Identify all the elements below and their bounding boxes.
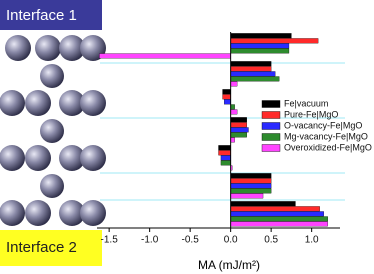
bar <box>230 173 272 179</box>
bar <box>230 109 238 115</box>
bar <box>230 221 328 227</box>
bar <box>230 76 280 82</box>
bar <box>230 137 235 143</box>
bar <box>224 99 231 105</box>
x-tick-label: -1.0 <box>141 235 159 246</box>
legend-label: O-vacancy-Fe|MgO <box>284 120 362 130</box>
bar <box>230 104 235 110</box>
bar <box>230 132 247 138</box>
legend-swatch <box>261 133 281 141</box>
bar <box>230 66 272 72</box>
legend-swatch <box>261 144 281 152</box>
panel-label: Interface 2 <box>6 239 77 256</box>
legend-swatch <box>261 122 281 130</box>
legend-label: Fe|vacuum <box>284 98 328 108</box>
legend-swatch <box>261 100 281 108</box>
bar <box>230 216 328 222</box>
bar <box>230 43 290 49</box>
bar <box>230 33 292 39</box>
bar <box>230 206 320 212</box>
bar <box>230 71 276 77</box>
bar <box>230 61 272 67</box>
bar <box>218 150 231 156</box>
bar <box>220 155 231 161</box>
x-tick-label: -1.5 <box>101 235 119 246</box>
bar <box>230 127 249 133</box>
bar <box>220 160 231 166</box>
bar <box>99 53 231 59</box>
legend-label: Mg-vacancy-Fe|MgO <box>284 131 368 141</box>
bar <box>230 211 324 217</box>
bar <box>230 193 264 199</box>
bar <box>230 48 290 54</box>
bar <box>230 188 272 194</box>
bar <box>230 201 296 207</box>
bar <box>218 145 231 151</box>
bar <box>230 183 272 189</box>
x-tick-label: 0.0 <box>224 235 238 246</box>
bar <box>230 81 238 87</box>
separators <box>100 62 345 201</box>
x-tick-label: 1.0 <box>305 235 319 246</box>
x-axis-label: MA (mJ/m²) <box>198 258 260 272</box>
panel-label: Interface 1 <box>6 7 77 24</box>
panel-label-box <box>0 0 102 30</box>
bar <box>222 94 231 100</box>
bar <box>230 117 247 123</box>
legend-label: Overoxidized-Fe|MgO <box>284 142 372 152</box>
legend-swatch <box>261 111 281 119</box>
bar <box>230 38 319 44</box>
legend-label: Pure-Fe|MgO <box>284 109 338 119</box>
x-tick-label: 0.5 <box>264 235 278 246</box>
bar <box>222 89 231 95</box>
x-tick-label: -0.5 <box>182 235 200 246</box>
panel-label-box <box>0 230 102 266</box>
bar <box>230 178 272 184</box>
bar <box>230 122 247 128</box>
atoms <box>0 35 106 226</box>
